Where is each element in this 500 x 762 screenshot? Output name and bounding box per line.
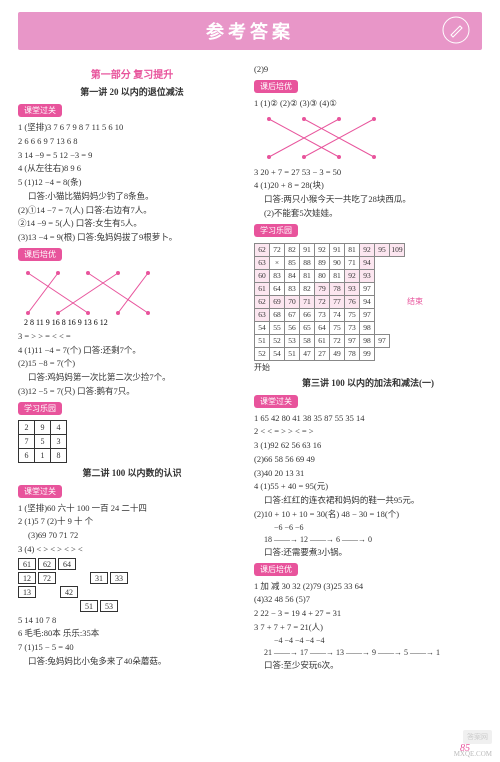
answer-line: 2 (1)5 7 (2)十 9 十 个	[18, 515, 246, 528]
answer-line: 2 6 6 6 9 7 13 6 8	[18, 135, 246, 148]
answer-line: 2 < < = > > < = >	[254, 425, 482, 438]
watermark-url: MXQE.COM	[454, 750, 492, 758]
answer-line: 3 14 −9 = 5 12 −3 = 9	[18, 149, 246, 162]
tag-after-class: 课后培优	[18, 248, 62, 261]
answer-line: 4 (1)55 + 40 = 95(元)	[254, 480, 482, 493]
answer-line: 口答:红红的连衣裙和妈妈的鞋一共95元。	[254, 494, 482, 507]
answer-line: 4 (1)20 + 8 = 28(块)	[254, 179, 482, 192]
answer-line: 3 20 + 7 = 27 53 − 3 = 50	[254, 166, 482, 179]
number-boxes-row: 5153	[18, 600, 246, 612]
answer-line: (2)66 58 56 69 49	[254, 453, 482, 466]
answer-line: 3 (1)92 62 56 63 16	[254, 439, 482, 452]
tag-class-practice: 课堂过关	[254, 395, 298, 408]
answer-line: 口答:兔妈妈比小兔多来了40朵蘑菇。	[18, 655, 246, 668]
part-title: 第一部分 复习提升	[18, 66, 246, 81]
answer-line: 1 (坚排)3 7 6 7 9 8 7 11 5 6 10	[18, 121, 246, 134]
answer-line: (2)①14 −7 = 7(人) 口答:右边有7人。	[18, 204, 246, 217]
answer-line: 1 加 减 30 32 (2)79 (3)25 33 64	[254, 580, 482, 593]
maze-start-label: 开始	[254, 362, 482, 373]
number-boxes-row: 1272 3133	[18, 572, 246, 584]
lecture-2-title: 第二讲 100 以内数的认识	[18, 466, 246, 479]
arrow-chain: 18 ——→ 12 ——→ 6 ——→ 0	[254, 534, 482, 545]
answer-line: 3 (4) < > < > < > <	[18, 543, 246, 556]
arrow-chain: −4 −4 −4 −4 −4	[254, 635, 482, 646]
answer-line: (2)9	[254, 63, 482, 76]
left-column: 第一部分 复习提升 第一讲 20 以内的退位减法 课堂过关 1 (坚排)3 7 …	[18, 62, 246, 673]
tag-play: 学习乐园	[18, 402, 62, 415]
answer-line: 5 (1)12 −4 = 8(条)	[18, 176, 246, 189]
magic-square-grid: 294 753 618	[18, 420, 67, 463]
number-maze-grid: 62728291929181929510963×8588899071946083…	[254, 243, 405, 361]
number-boxes-row: 13 42	[18, 586, 246, 598]
tag-after-class: 课后培优	[254, 563, 298, 576]
number-boxes-row: 616264	[18, 558, 246, 570]
lecture-1-title: 第一讲 20 以内的退位减法	[18, 85, 246, 98]
answer-line: 口答:鸡妈妈第一次比第二次少捡7个。	[18, 371, 246, 384]
answer-line: (3)12 −5 = 7(只) 口答:鹅有7只。	[18, 385, 246, 398]
watermark-badge: 答案网	[463, 730, 492, 744]
cross-match-diagram: 2 8 11 9 16 8 16 9 13 6 12	[18, 267, 168, 327]
svg-text:2 8 11 9 16 8 16 9 13: 2 8 11 9 16 8 16 9 13 6 12	[24, 318, 108, 327]
tag-play: 学习乐园	[254, 224, 298, 237]
answer-line: 6 毛毛:80本 乐乐:35本	[18, 627, 246, 640]
lecture-3-title: 第三讲 100 以内的加法和减法(一)	[254, 376, 482, 389]
content-columns: 第一部分 复习提升 第一讲 20 以内的退位减法 课堂过关 1 (坚排)3 7 …	[0, 58, 500, 677]
answer-line: ②14 −9 = 5(人) 口答:女生有5人。	[18, 217, 246, 230]
answer-line: (3)69 70 71 72	[18, 529, 246, 542]
answer-line: 2 22 − 3 = 19 4 + 27 = 31	[254, 607, 482, 620]
answer-line: 1 (坚排)60 六十 100 一百 24 二十四	[18, 502, 246, 515]
page-title: 参考答案	[206, 18, 294, 44]
answer-line: 口答:两只小猴今天一共吃了28块西瓜。	[254, 193, 482, 206]
answer-line: 口答:至少安玩6次。	[254, 659, 482, 672]
tag-class-practice: 课堂过关	[18, 104, 62, 117]
answer-line: (3)13 −4 = 9(根) 口答:兔妈妈拔了9根萝卜。	[18, 231, 246, 244]
answer-line: (2)10 + 10 + 10 = 30(名) 48 − 30 = 18(个)	[254, 508, 482, 521]
maze-end-label: 结束	[407, 296, 423, 307]
answer-line: 3 = > > = < < =	[18, 330, 246, 343]
pencil-icon	[442, 16, 470, 44]
answer-line: (3)40 20 13 31	[254, 467, 482, 480]
right-column: (2)9 课后培优 1 (1)② (2)② (3)③ (4)① 3 20 + 7…	[254, 62, 482, 673]
answer-line: 3 7 + 7 + 7 = 21(人)	[254, 621, 482, 634]
answer-line: 1 (1)② (2)② (3)③ (4)①	[254, 97, 482, 110]
answer-line: (2)15 −8 = 7(个)	[18, 357, 246, 370]
answer-line: 5 14 10 7 8	[18, 614, 246, 627]
answer-line: (2)不能套5次娃娃。	[254, 207, 482, 220]
answer-line: 7 (1)15 − 5 = 40	[18, 641, 246, 654]
answer-line: 口答:小猫比猫妈妈少钓了8条鱼。	[18, 190, 246, 203]
answer-line: 1 65 42 80 41 38 35 87 55 35 14	[254, 412, 482, 425]
arrow-chain: 21 ——→ 17 ——→ 13 ——→ 9 ——→ 5 ——→ 1	[254, 647, 482, 658]
answer-line: 4 (从左往右)8 9 6	[18, 162, 246, 175]
tag-class-practice: 课堂过关	[18, 485, 62, 498]
cross-match-diagram	[254, 113, 404, 163]
answer-line: 口答:还需要煮3小锅。	[254, 546, 482, 559]
answer-line: 4 (1)11 −4 = 7(个) 口答:还剩7个。	[18, 344, 246, 357]
answer-line: (4)32 48 56 (5)7	[254, 593, 482, 606]
header-banner: 参考答案	[18, 12, 482, 50]
tag-after-class: 课后培优	[254, 80, 298, 93]
arrow-chain: −6 −6 −6	[254, 522, 482, 533]
